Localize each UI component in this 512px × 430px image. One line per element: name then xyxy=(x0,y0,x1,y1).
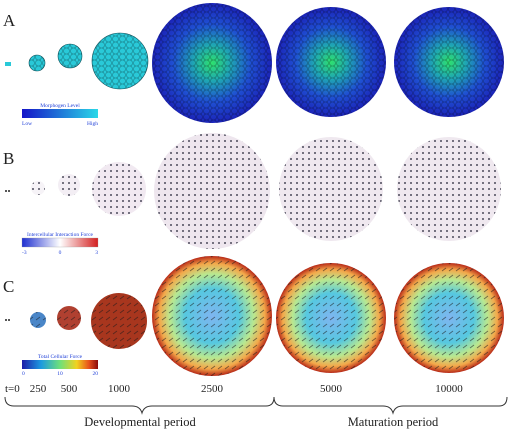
colorbar-total-force: Total Cellular Force 0 10 20 xyxy=(22,354,98,377)
colony-a-t0 xyxy=(5,62,11,66)
row-c-colonies xyxy=(5,256,504,376)
colorbar-total-min: 0 xyxy=(22,371,25,377)
timepoint-10000: 10000 xyxy=(435,383,463,395)
developmental-period-label: Developmental period xyxy=(84,415,196,429)
colorbar-morphogen-gradient xyxy=(22,109,98,118)
colorbar-force-title: Intercellular Interaction Force xyxy=(27,232,94,238)
timepoint-t0: t=0 xyxy=(5,383,20,395)
colorbar-force: Intercellular Interaction Force -3 0 3 xyxy=(21,232,99,256)
colorbar-morphogen: Morphogen Level Low High xyxy=(22,103,98,127)
timepoint-250: 250 xyxy=(30,383,47,395)
timepoint-labels: t=0 250 500 1000 2500 5000 10000 xyxy=(5,383,463,395)
colorbar-force-gradient xyxy=(21,237,99,248)
row-label-c: C xyxy=(3,277,14,296)
colorbar-total-max: 20 xyxy=(93,371,99,377)
colorbar-force-min: -3 xyxy=(22,250,27,256)
row-a-colonies xyxy=(5,3,504,123)
timepoint-5000: 5000 xyxy=(320,383,343,395)
colorbar-total-title: Total Cellular Force xyxy=(38,354,83,360)
colorbar-morphogen-high: High xyxy=(87,121,98,127)
maturation-period-label: Maturation period xyxy=(348,415,439,429)
colorbar-morphogen-title: Morphogen Level xyxy=(40,103,80,109)
colorbar-total-gradient xyxy=(22,360,98,369)
row-b-colonies xyxy=(5,133,501,249)
colorbar-morphogen-low: Low xyxy=(22,121,32,127)
timepoint-500: 500 xyxy=(61,383,78,395)
developmental-brace xyxy=(4,396,275,415)
colorbar-force-max: 3 xyxy=(95,250,98,256)
colony-c-t0 xyxy=(5,319,7,321)
row-label-b: B xyxy=(3,149,14,168)
maturation-brace xyxy=(273,396,508,415)
colorbar-force-mid: 0 xyxy=(59,250,62,256)
colony-b-t0 xyxy=(5,190,7,192)
row-label-a: A xyxy=(3,11,16,30)
timepoint-2500: 2500 xyxy=(201,383,224,395)
timepoint-1000: 1000 xyxy=(108,383,131,395)
colorbar-total-mid: 10 xyxy=(57,371,63,377)
